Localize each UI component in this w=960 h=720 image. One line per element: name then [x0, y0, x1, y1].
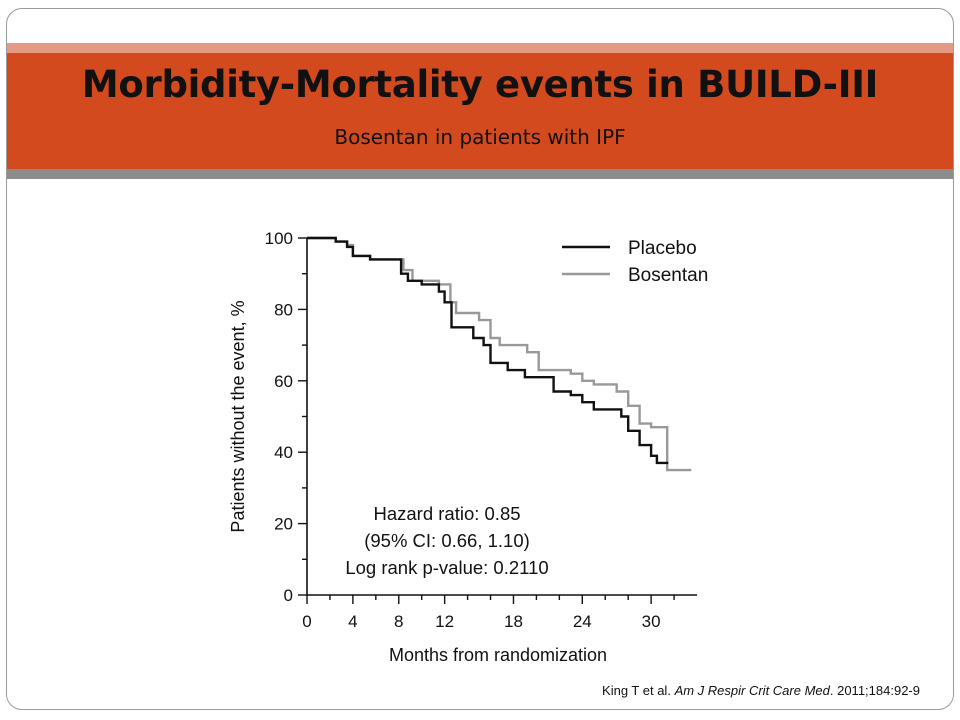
annotation-line: Hazard ratio: 0.85: [373, 503, 520, 524]
citation: King T et al. Am J Respir Crit Care Med.…: [602, 683, 920, 698]
legend-label-placebo: Placebo: [628, 238, 697, 259]
y-tick-label: 60: [274, 372, 293, 391]
citation-authors: King T et al.: [602, 683, 671, 698]
y-tick-label: 20: [274, 515, 293, 534]
x-tick-label: 0: [302, 612, 311, 631]
series-line-placebo: [307, 236, 669, 465]
x-tick-label: 18: [504, 612, 523, 631]
axes: 0 20 40 60 80 100 0 4 8 12 18 24 30 Months from rando…: [228, 229, 697, 665]
legend-label-bosentan: Bosentan: [628, 265, 708, 286]
y-tick-label: 40: [274, 443, 293, 462]
slide-frame: Morbidity-Mortality events in BUILD-III …: [6, 8, 954, 710]
annotation-line: (95% CI: 0.66, 1.10): [364, 530, 530, 551]
x-tick-label: 30: [642, 612, 661, 631]
y-tick-label: 100: [265, 229, 293, 248]
stats-annotation: Hazard ratio: 0.85 (95% CI: 0.66, 1.10) Lo…: [345, 503, 548, 578]
title-band: Morbidity-Mortality events in BUILD-III …: [7, 53, 953, 169]
x-tick-label: 4: [348, 612, 357, 631]
x-tick-label: 24: [573, 612, 592, 631]
header-accent-line: [7, 43, 953, 53]
citation-journal: Am J Respir Crit Care Med: [674, 683, 830, 698]
y-tick-label: 0: [284, 586, 293, 605]
citation-reference: . 2011;184:92-9: [829, 683, 920, 698]
annotation-line: Log rank p-value: 0.2110: [345, 557, 548, 578]
slide-subtitle: Bosentan in patients with IPF: [334, 125, 626, 149]
series-lines: [307, 236, 692, 472]
legend: Placebo Bosentan: [562, 238, 708, 286]
slide-title: Morbidity-Mortality events in BUILD-III: [81, 63, 879, 106]
title-band-shadow: [7, 169, 953, 179]
x-axis-title: Months from randomization: [389, 645, 607, 665]
y-axis-title: Patients without the event, %: [228, 300, 248, 532]
y-tick-label: 80: [274, 300, 293, 319]
x-tick-label: 8: [394, 612, 403, 631]
x-tick-label: 12: [435, 612, 454, 631]
